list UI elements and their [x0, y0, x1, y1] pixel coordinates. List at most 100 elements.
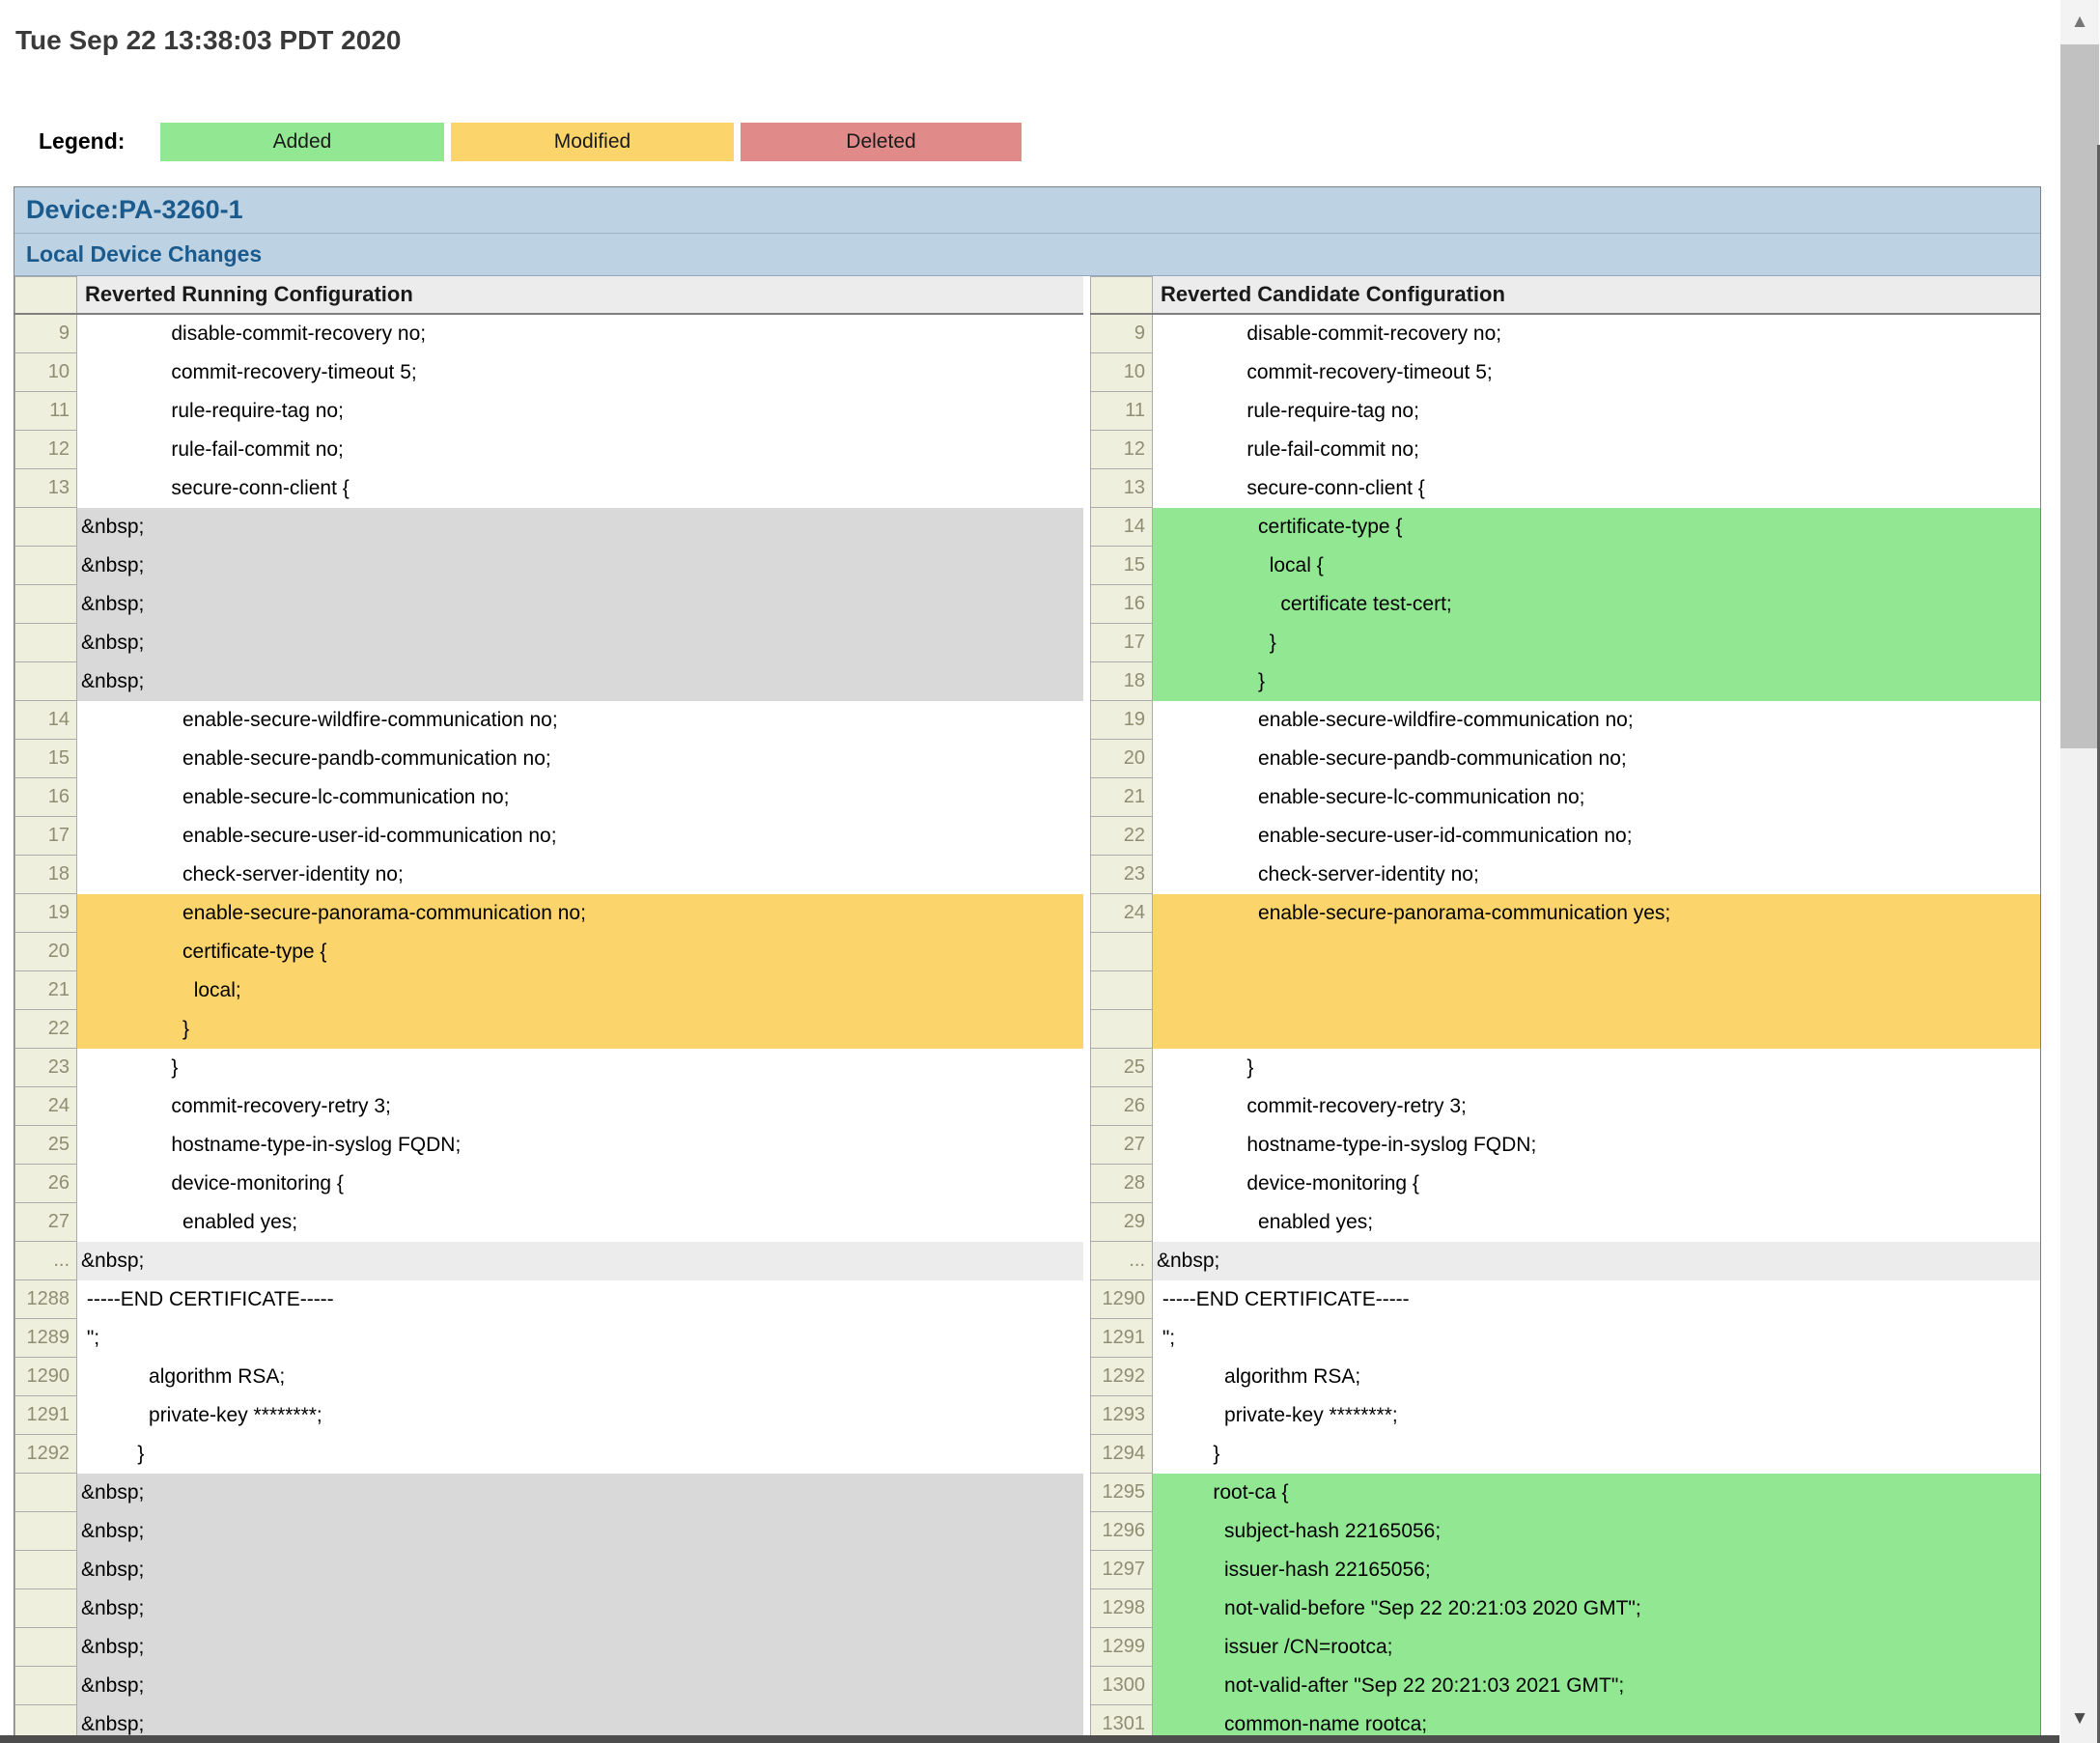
config-row: 1293 private-key ********; [1090, 1396, 2040, 1435]
line-content-cell [1153, 971, 2040, 1010]
line-number-cell: 1292 [1090, 1358, 1153, 1396]
diff-tables-area: Reverted Running Configuration 9 disable… [14, 276, 2040, 1742]
config-row: &nbsp; [14, 1474, 1083, 1512]
config-row: 13 secure-conn-client { [14, 469, 1083, 508]
line-content-cell: enable-secure-pandb-communication no; [1153, 740, 2040, 778]
line-number-cell: 10 [14, 353, 77, 392]
line-content-cell: rule-require-tag no; [77, 392, 1083, 431]
line-number-cell [14, 662, 77, 701]
config-row: 9 disable-commit-recovery no; [1090, 315, 2040, 353]
config-row: ... &nbsp; [14, 1242, 1083, 1280]
config-row: 1295 root-ca { [1090, 1474, 2040, 1512]
line-number-cell: 1289 [14, 1319, 77, 1358]
config-row: &nbsp; [14, 1628, 1083, 1667]
line-number-cell: 20 [1090, 740, 1153, 778]
line-content-cell: rule-fail-commit no; [1153, 431, 2040, 469]
line-content-cell: not-valid-before "Sep 22 20:21:03 2020 G… [1153, 1589, 2040, 1628]
scrollbar-down-arrow-icon[interactable]: ▼ [2070, 1708, 2089, 1729]
line-content-cell: rule-require-tag no; [1153, 392, 2040, 431]
line-content-cell: disable-commit-recovery no; [1153, 315, 2040, 353]
line-number-cell: 15 [1090, 547, 1153, 585]
line-content-cell: &nbsp; [77, 1628, 1083, 1667]
candidate-config-table: Reverted Candidate Configuration 9 disab… [1090, 276, 2040, 1742]
config-row: 20 enable-secure-pandb-communication no; [1090, 740, 2040, 778]
line-content-cell: secure-conn-client { [1153, 469, 2040, 508]
line-content-cell: -----END CERTIFICATE----- [1153, 1280, 2040, 1319]
config-row: 1294 } [1090, 1435, 2040, 1474]
line-number-cell: 9 [1090, 315, 1153, 353]
line-number-cell: 1300 [1090, 1667, 1153, 1705]
config-row: 12 rule-fail-commit no; [1090, 431, 2040, 469]
config-row: &nbsp; [14, 1551, 1083, 1589]
config-row: 26 device-monitoring { [14, 1165, 1083, 1203]
config-row: 1291 private-key ********; [14, 1396, 1083, 1435]
config-row: &nbsp; [14, 585, 1083, 624]
config-row: 27 hostname-type-in-syslog FQDN; [1090, 1126, 2040, 1165]
line-content-cell: subject-hash 22165056; [1153, 1512, 2040, 1551]
config-row: ... &nbsp; [1090, 1242, 2040, 1280]
taskbar-edge-strip [0, 1735, 2059, 1743]
config-row: 29 enabled yes; [1090, 1203, 2040, 1242]
line-number-cell: 24 [1090, 894, 1153, 933]
config-row: 1290 -----END CERTIFICATE----- [1090, 1280, 2040, 1319]
line-number-cell: 13 [14, 469, 77, 508]
line-content-cell: "; [1153, 1319, 2040, 1358]
line-number-cell: 1295 [1090, 1474, 1153, 1512]
scrollbar-thumb[interactable] [2060, 44, 2099, 748]
vertical-scrollbar[interactable]: ▲ ▼ [2060, 0, 2099, 1743]
line-number-cell: 12 [14, 431, 77, 469]
line-content-cell: hostname-type-in-syslog FQDN; [77, 1126, 1083, 1165]
config-row: &nbsp; [14, 508, 1083, 547]
legend-modified-swatch: Modified [451, 123, 734, 161]
line-number-cell: 1288 [14, 1280, 77, 1319]
config-row: 17 enable-secure-user-id-communication n… [14, 817, 1083, 856]
line-content-cell: secure-conn-client { [77, 469, 1083, 508]
line-content-cell: "; [77, 1319, 1083, 1358]
config-row: 10 commit-recovery-timeout 5; [1090, 353, 2040, 392]
config-row: 12 rule-fail-commit no; [14, 431, 1083, 469]
line-content-cell: &nbsp; [77, 508, 1083, 547]
line-number-cell: 13 [1090, 469, 1153, 508]
config-row: 18 check-server-identity no; [14, 856, 1083, 894]
line-number-cell: 21 [14, 971, 77, 1010]
line-content-cell: } [77, 1010, 1083, 1049]
line-content-cell: certificate-type { [77, 933, 1083, 971]
line-number-cell [14, 1628, 77, 1667]
running-config-table: Reverted Running Configuration 9 disable… [14, 276, 1083, 1742]
line-number-cell: 26 [14, 1165, 77, 1203]
line-number-cell: 1290 [1090, 1280, 1153, 1319]
line-number-cell [14, 1667, 77, 1705]
line-number-cell: 1293 [1090, 1396, 1153, 1435]
line-number-cell: 1291 [14, 1396, 77, 1435]
line-content-cell: enable-secure-panorama-communication yes… [1153, 894, 2040, 933]
legend-added-label: Added [272, 130, 332, 153]
line-number-cell: 21 [1090, 778, 1153, 817]
line-number-cell: 1299 [1090, 1628, 1153, 1667]
config-row: 21 enable-secure-lc-communication no; [1090, 778, 2040, 817]
line-content-cell: not-valid-after "Sep 22 20:21:03 2021 GM… [1153, 1667, 2040, 1705]
line-number-cell [14, 1551, 77, 1589]
candidate-config-rows: 9 disable-commit-recovery no; 10 commit-r… [1090, 315, 2040, 1742]
line-content-cell: certificate-type { [1153, 508, 2040, 547]
section-title: Local Device Changes [26, 241, 263, 267]
line-number-cell: 1294 [1090, 1435, 1153, 1474]
config-row: 20 certificate-type { [14, 933, 1083, 971]
scrollbar-up-arrow-icon[interactable]: ▲ [2060, 0, 2099, 44]
config-row: 25 hostname-type-in-syslog FQDN; [14, 1126, 1083, 1165]
line-number-cell: 14 [14, 701, 77, 740]
line-content-cell: &nbsp; [77, 547, 1083, 585]
line-content-cell: disable-commit-recovery no; [77, 315, 1083, 353]
config-row: &nbsp; [14, 547, 1083, 585]
line-content-cell: &nbsp; [77, 1551, 1083, 1589]
line-content-cell: } [77, 1435, 1083, 1474]
line-content-cell [1153, 933, 2040, 971]
config-row: 1289 "; [14, 1319, 1083, 1358]
config-row: 13 secure-conn-client { [1090, 469, 2040, 508]
line-content-cell: private-key ********; [1153, 1396, 2040, 1435]
line-content-cell: } [1153, 662, 2040, 701]
line-number-cell: 24 [14, 1087, 77, 1126]
line-content-cell: private-key ********; [77, 1396, 1083, 1435]
line-content-cell: check-server-identity no; [1153, 856, 2040, 894]
line-content-cell: enabled yes; [1153, 1203, 2040, 1242]
line-content-cell: enable-secure-lc-communication no; [1153, 778, 2040, 817]
